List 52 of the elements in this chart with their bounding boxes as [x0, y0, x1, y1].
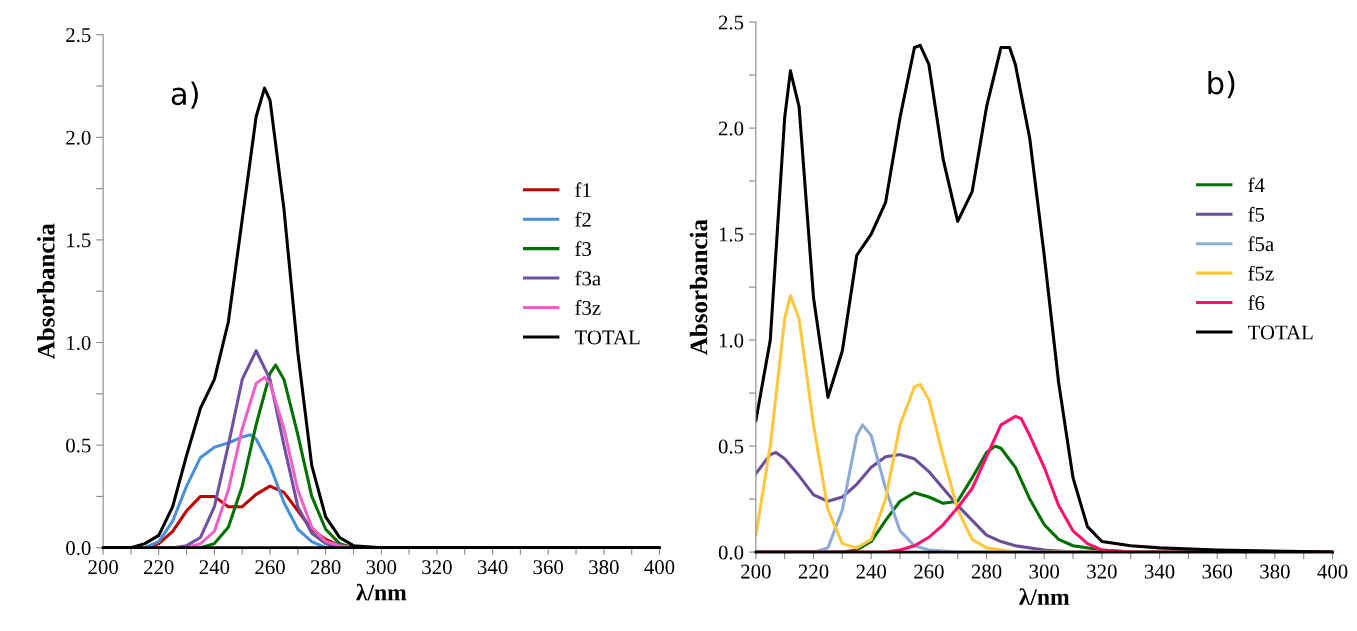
- x-tick-label: 380: [589, 560, 619, 575]
- x-tick-label: 240: [199, 560, 230, 575]
- y-axis-title: Absorbancia: [689, 219, 708, 355]
- y-tick-label: 1.5: [67, 233, 91, 248]
- legend-label: TOTAL: [1247, 325, 1313, 340]
- x-tick-label: 220: [144, 560, 174, 575]
- x-tick-label: 280: [971, 564, 1002, 579]
- x-tick-label: 340: [477, 560, 508, 575]
- x-tick-label: 260: [255, 560, 285, 575]
- legend-label: f3z: [575, 300, 601, 315]
- x-tick-label: 360: [1202, 564, 1233, 579]
- x-tick-label: 300: [1029, 564, 1060, 579]
- x-tick-label: 280: [310, 560, 341, 575]
- x-tick-label: 220: [798, 564, 829, 579]
- y-tick-label: 1.5: [719, 227, 744, 242]
- y-tick-label: 2.5: [718, 15, 744, 30]
- x-tick-label: 340: [1144, 564, 1175, 579]
- y-tick-label: 1.0: [719, 333, 744, 348]
- annotation: b): [1208, 70, 1235, 99]
- x-tick-label: 380: [1260, 564, 1290, 579]
- x-tick-label: 200: [88, 560, 118, 575]
- y-tick-label: 1.0: [67, 335, 91, 351]
- y-tick-label: 2.5: [66, 28, 91, 43]
- x-tick-label: 400: [644, 560, 675, 575]
- x-axis-title: λ/nm: [356, 583, 407, 601]
- x-axis-title: λ/nm: [1019, 588, 1070, 605]
- legend-label: f1: [575, 182, 591, 198]
- x-tick-label: 260: [914, 564, 944, 579]
- legend-label: f2: [575, 211, 591, 227]
- x-tick-label: 320: [1087, 564, 1117, 579]
- x-tick-label: 200: [741, 564, 771, 579]
- legend-label: f5a: [1248, 236, 1274, 252]
- legend-label: f3a: [575, 270, 601, 286]
- y-tick-label: 0.0: [718, 545, 744, 560]
- legend-label: f6: [1248, 295, 1265, 311]
- annotation: a): [171, 81, 198, 109]
- legend-label: f4: [1248, 177, 1265, 193]
- x-tick-label: 320: [422, 560, 452, 575]
- y-tick-label: 2.0: [718, 121, 744, 136]
- legend-label: TOTAL: [574, 330, 640, 345]
- y-tick-label: 2.0: [66, 130, 91, 145]
- x-tick-label: 360: [533, 560, 564, 575]
- y-axis-title: Absorbancia: [37, 223, 55, 360]
- legend-label: f5: [1248, 206, 1265, 222]
- y-tick-label: 0.0: [66, 541, 91, 556]
- x-tick-label: 240: [856, 564, 887, 579]
- x-tick-label: 300: [366, 560, 397, 575]
- y-tick-label: 0.5: [66, 438, 91, 453]
- legend-label: f3: [575, 241, 592, 257]
- y-tick-label: 0.5: [718, 439, 744, 454]
- x-tick-label: 400: [1317, 564, 1348, 579]
- legend-label: f5z: [1248, 265, 1274, 281]
